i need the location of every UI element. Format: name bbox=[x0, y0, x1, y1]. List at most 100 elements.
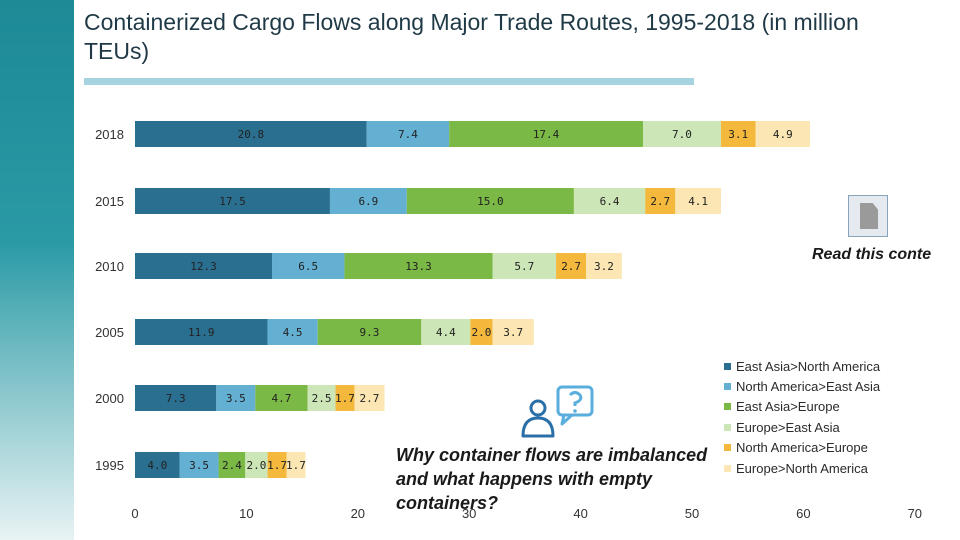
legend-item: East Asia>North America bbox=[724, 356, 924, 376]
bar-segment bbox=[179, 452, 219, 478]
x-tick-label: 10 bbox=[239, 506, 253, 521]
title-underline bbox=[84, 78, 694, 85]
bar-segment bbox=[267, 319, 318, 345]
category-label: 2000 bbox=[95, 391, 124, 406]
bar-segment bbox=[216, 385, 256, 411]
data-label: 15.0 bbox=[477, 195, 504, 208]
bar-segment bbox=[245, 452, 268, 478]
bar-segment bbox=[675, 188, 721, 214]
legend-swatch bbox=[724, 362, 731, 370]
bar-segment bbox=[317, 319, 422, 345]
category-label: 2010 bbox=[95, 259, 124, 274]
legend-label: Europe>North America bbox=[736, 460, 868, 476]
legend-item: North America>East Asia bbox=[724, 376, 924, 396]
read-content-link[interactable]: Read this conte bbox=[812, 246, 932, 263]
data-label: 4.5 bbox=[283, 326, 303, 339]
bar-segment bbox=[329, 188, 407, 214]
bar-segment bbox=[366, 121, 450, 147]
bar-segment bbox=[272, 253, 345, 279]
bar-segment bbox=[755, 121, 811, 147]
legend-swatch bbox=[724, 423, 731, 431]
bar-segment bbox=[421, 319, 471, 345]
legend-item: Europe>North America bbox=[724, 458, 924, 478]
legend-label: Europe>East Asia bbox=[736, 419, 840, 435]
data-label: 2.5 bbox=[312, 392, 332, 405]
data-label: 4.9 bbox=[773, 128, 793, 141]
data-label: 2.7 bbox=[650, 195, 670, 208]
data-label: 13.3 bbox=[405, 260, 432, 273]
bar-segment bbox=[135, 121, 367, 147]
bar-segment bbox=[286, 452, 306, 478]
bar-segment bbox=[344, 253, 493, 279]
legend-label: North America>Europe bbox=[736, 440, 868, 456]
person-question-icon[interactable] bbox=[520, 384, 596, 442]
bar-segment bbox=[645, 188, 676, 214]
data-label: 3.5 bbox=[226, 392, 246, 405]
data-label: 4.1 bbox=[688, 195, 708, 208]
x-tick-label: 30 bbox=[462, 506, 476, 521]
data-label: 1.7 bbox=[335, 392, 355, 405]
data-label: 2.7 bbox=[561, 260, 581, 273]
bar-segment bbox=[135, 319, 268, 345]
bar-segment bbox=[586, 253, 622, 279]
legend-label: East Asia>Europe bbox=[736, 399, 840, 415]
bar-segment bbox=[335, 385, 355, 411]
bar-segment bbox=[307, 385, 336, 411]
legend-item: East Asia>Europe bbox=[724, 397, 924, 417]
legend-label: East Asia>North America bbox=[736, 358, 881, 374]
bar-segment bbox=[406, 188, 574, 214]
data-label: 6.5 bbox=[298, 260, 318, 273]
bar-segment bbox=[492, 253, 557, 279]
data-label: 7.3 bbox=[166, 392, 186, 405]
x-tick-label: 0 bbox=[131, 506, 138, 521]
document-icon[interactable] bbox=[848, 195, 888, 237]
data-label: 4.7 bbox=[272, 392, 292, 405]
data-label: 3.1 bbox=[728, 128, 748, 141]
bar-segment bbox=[135, 452, 180, 478]
data-label: 9.3 bbox=[360, 326, 380, 339]
data-label: 3.7 bbox=[503, 326, 523, 339]
legend-swatch bbox=[724, 464, 731, 472]
data-label: 20.8 bbox=[238, 128, 265, 141]
bar-segment bbox=[218, 452, 246, 478]
x-tick-label: 70 bbox=[908, 506, 922, 521]
bar-segment bbox=[135, 385, 217, 411]
x-tick-label: 50 bbox=[685, 506, 699, 521]
category-label: 2005 bbox=[95, 325, 124, 340]
bar-segment bbox=[573, 188, 646, 214]
bar-segment bbox=[642, 121, 721, 147]
bar-segment bbox=[492, 319, 534, 345]
category-label: 1995 bbox=[95, 458, 124, 473]
x-tick-label: 40 bbox=[573, 506, 587, 521]
legend-item: North America>Europe bbox=[724, 438, 924, 458]
page-title: Containerized Cargo Flows along Major Tr… bbox=[84, 9, 859, 64]
data-label: 1.7 bbox=[267, 459, 287, 472]
data-label: 17.4 bbox=[533, 128, 560, 141]
bar-segment bbox=[354, 385, 385, 411]
bar-segment bbox=[720, 121, 756, 147]
left-accent-strip bbox=[0, 0, 74, 540]
bar-segment bbox=[556, 253, 587, 279]
legend-item: Europe>East Asia bbox=[724, 417, 924, 437]
data-label: 17.5 bbox=[219, 195, 246, 208]
bar-segment bbox=[449, 121, 643, 147]
data-label: 2.4 bbox=[222, 459, 242, 472]
category-label: 2015 bbox=[95, 194, 124, 209]
data-label: 3.5 bbox=[189, 459, 209, 472]
bar-segment bbox=[470, 319, 493, 345]
category-label: 2018 bbox=[95, 127, 124, 142]
bar-segment bbox=[135, 188, 330, 214]
x-tick-label: 20 bbox=[351, 506, 365, 521]
data-label: 6.4 bbox=[600, 195, 620, 208]
legend-swatch bbox=[724, 444, 731, 452]
bar-segment bbox=[135, 253, 273, 279]
data-label: 7.0 bbox=[672, 128, 692, 141]
bar-segment bbox=[255, 385, 308, 411]
data-label: 2.0 bbox=[246, 459, 266, 472]
chart-legend: East Asia>North America North America>Eas… bbox=[724, 356, 924, 478]
data-label: 12.3 bbox=[190, 260, 217, 273]
data-label: 4.4 bbox=[436, 326, 456, 339]
legend-label: North America>East Asia bbox=[736, 379, 881, 395]
legend-swatch bbox=[724, 403, 731, 411]
why-imbalance-text[interactable]: Why container flows are imbalanced and w… bbox=[396, 445, 708, 513]
